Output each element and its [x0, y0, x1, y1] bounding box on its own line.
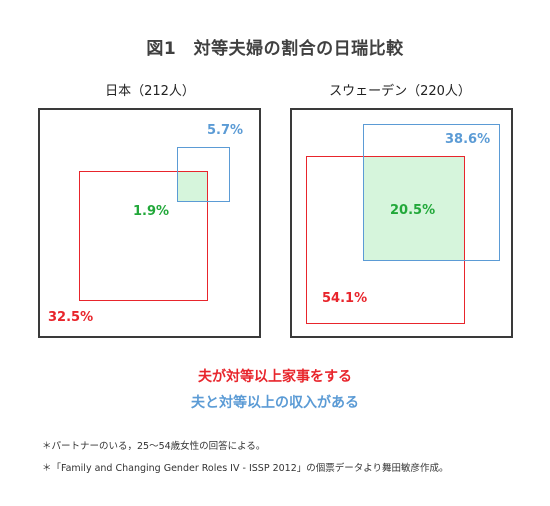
legend-income: 夫と対等以上の収入がある: [191, 395, 359, 411]
sweden-overlap-area: [363, 156, 465, 261]
footnote-respondents: ＊パートナーのいる，25～54歳女性の回答による。: [42, 441, 266, 452]
footnote-source: ＊「Family and Changing Gender Roles IV - …: [42, 463, 449, 474]
sweden-overlap-percent: 20.5%: [390, 203, 436, 218]
sweden-housework-percent: 54.1%: [322, 291, 368, 306]
sweden-income-square: [363, 124, 500, 261]
japan-income-square: [177, 147, 230, 202]
sweden-income-percent: 38.6%: [445, 132, 491, 147]
legend-housework: 夫が対等以上家事をする: [198, 369, 352, 385]
japan-panel-label: 日本（212人）: [105, 84, 195, 99]
japan-frame: [38, 108, 261, 338]
japan-overlap-area: [177, 171, 207, 201]
sweden-housework-square: [306, 156, 465, 324]
japan-income-percent: 5.7%: [207, 123, 244, 138]
japan-overlap-percent: 1.9%: [133, 204, 170, 219]
figure-title: 図1 対等夫婦の割合の日瑞比較: [146, 39, 404, 59]
japan-housework-square: [79, 171, 208, 301]
sweden-panel-label: スウェーデン（220人）: [329, 84, 471, 99]
japan-housework-percent: 32.5%: [48, 310, 94, 325]
